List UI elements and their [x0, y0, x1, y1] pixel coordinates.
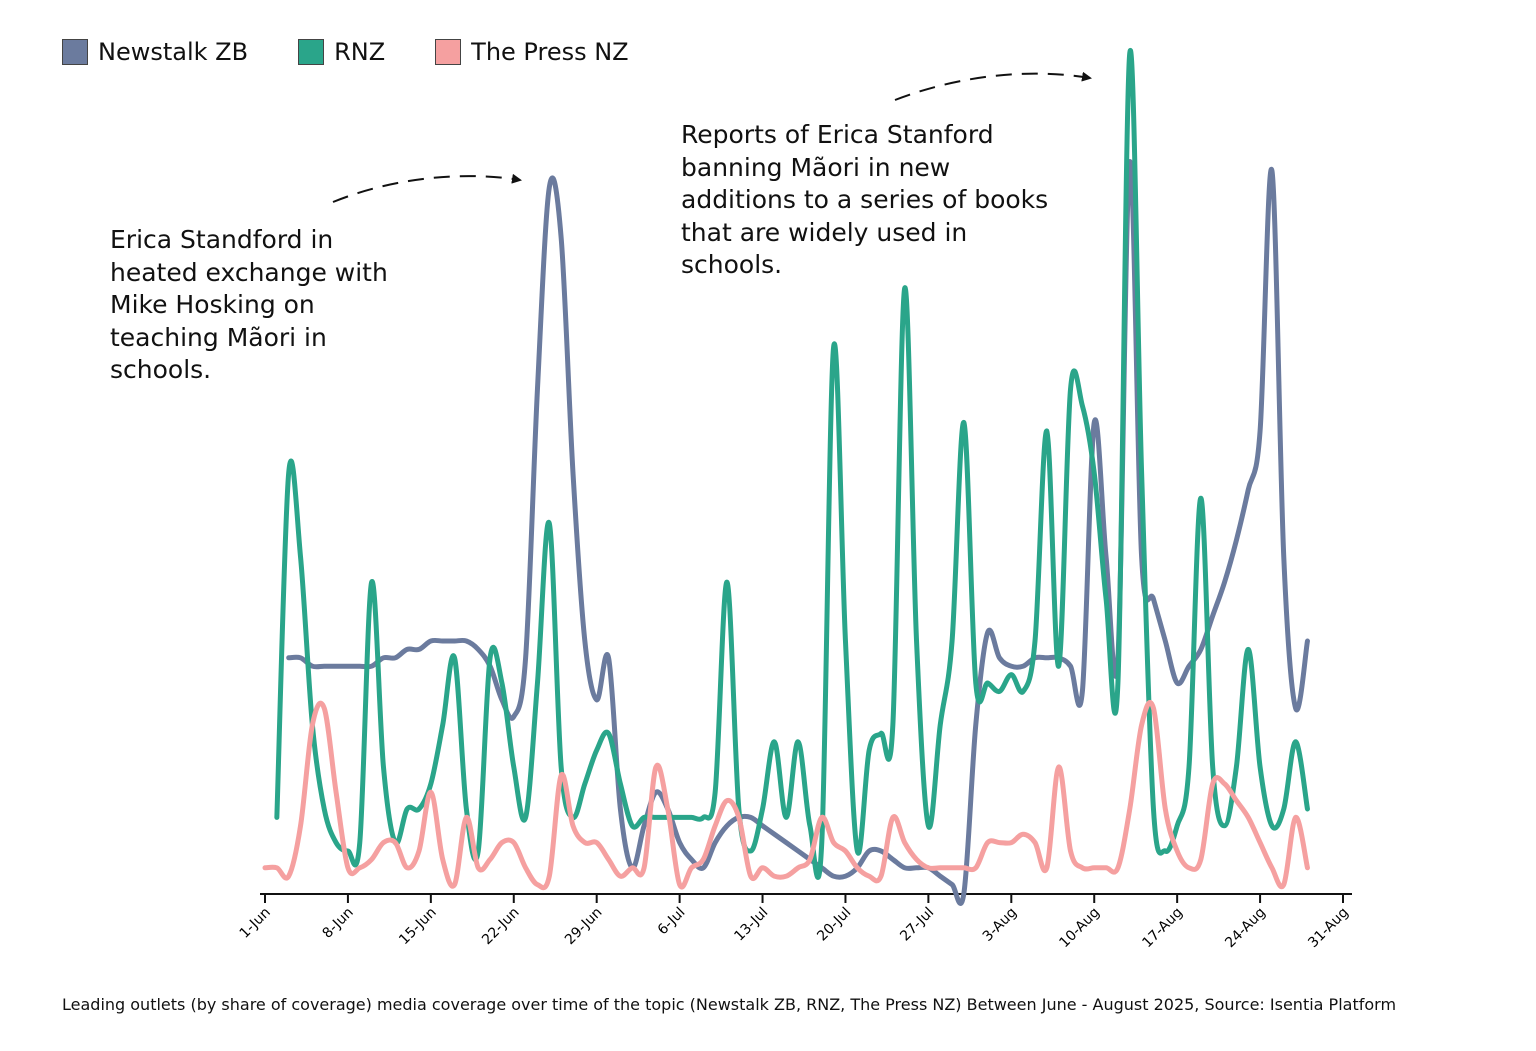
- x-tick-label: 1-Jun: [237, 905, 274, 942]
- x-tick-label: 13-Jul: [731, 905, 771, 945]
- x-tick-label: 24-Aug: [1222, 905, 1269, 952]
- legend: Newstalk ZB RNZ The Press NZ: [62, 38, 679, 66]
- legend-label: Newstalk ZB: [98, 38, 249, 66]
- line-series: [274, 47, 1310, 880]
- x-tick-label: 22-Jun: [479, 905, 523, 949]
- x-tick-label: 8-Jun: [320, 905, 357, 942]
- legend-label: RNZ: [334, 38, 386, 66]
- x-tick-label: 17-Aug: [1139, 905, 1186, 952]
- spacer: [540, 180, 541, 181]
- legend-label: The Press NZ: [471, 38, 629, 66]
- x-tick-label: 31-Aug: [1305, 905, 1352, 952]
- x-tick-label: 20-Jul: [814, 905, 854, 945]
- x-tick-label: 3-Aug: [980, 905, 1020, 945]
- legend-item: Newstalk ZB: [62, 38, 248, 66]
- x-tick-label: 27-Jul: [897, 905, 937, 945]
- annotation: Reports of Erica Stanford banning Mãori …: [681, 120, 1049, 279]
- annotation-arrow: [332, 173, 522, 203]
- legend-swatch: [435, 39, 462, 65]
- caption: Leading outlets (by share of coverage) m…: [62, 995, 1397, 1014]
- annotation-arrow: [894, 71, 1092, 101]
- line-series: [262, 700, 1310, 891]
- line-series: [286, 159, 1310, 906]
- legend-item: The Press NZ: [435, 38, 629, 66]
- x-tick-label: 6-Jul: [655, 905, 689, 939]
- x-tick-label: 29-Jun: [562, 905, 606, 949]
- x-tick-label: 15-Jun: [396, 905, 440, 949]
- annotation: Erica Standford in heated exchange with …: [110, 225, 388, 384]
- legend-swatch: [298, 39, 325, 65]
- x-tick-label: 10-Aug: [1056, 905, 1103, 952]
- legend-item: RNZ: [298, 38, 385, 66]
- legend-swatch: [62, 39, 88, 65]
